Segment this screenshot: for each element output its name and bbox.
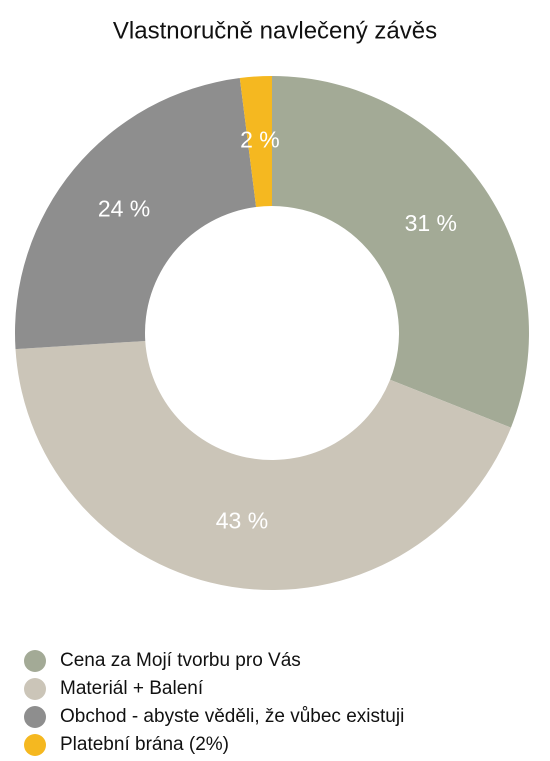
legend-marker <box>24 650 46 672</box>
legend-label: Platební brána (2%) <box>60 734 229 755</box>
legend-label: Obchod - abyste věděli, že vůbec existuj… <box>60 706 404 727</box>
value-label: 43 % <box>216 508 268 534</box>
legend-marker <box>24 734 46 756</box>
legend-label: Cena za Mojí tvorbu pro Vás <box>60 650 301 671</box>
slice <box>14 78 257 350</box>
slice <box>272 76 529 428</box>
slice <box>239 76 272 208</box>
legend-marker <box>24 706 46 728</box>
value-label: 24 % <box>98 196 150 222</box>
value-label: 31 % <box>405 210 457 236</box>
slice <box>15 340 511 590</box>
legend-label: Materiál + Balení <box>60 678 204 699</box>
chart-title: Vlastnoručně navlečený závěs <box>113 17 437 44</box>
value-label: 2 % <box>240 126 280 152</box>
legend-marker <box>24 678 46 700</box>
